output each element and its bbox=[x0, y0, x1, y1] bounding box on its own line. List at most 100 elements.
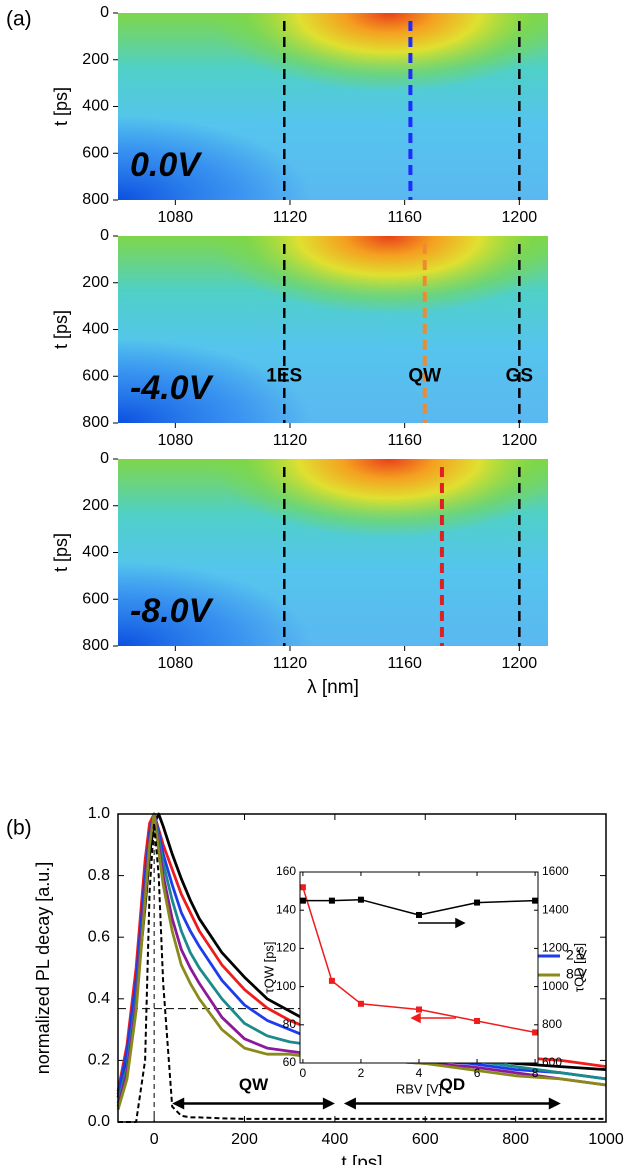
y-tick-label: 0.6 bbox=[88, 928, 110, 945]
series-marker bbox=[328, 977, 335, 984]
y2-tick-label: 1600 bbox=[542, 864, 569, 878]
x-tick-label: 1080 bbox=[158, 655, 194, 672]
span-label: QW bbox=[239, 1075, 269, 1094]
y2-tick-label: 1000 bbox=[542, 979, 569, 993]
series-marker bbox=[299, 884, 306, 891]
y-tick-label: 400 bbox=[82, 321, 109, 338]
y-tick-label: 100 bbox=[276, 979, 296, 993]
heatmap-image bbox=[118, 13, 548, 200]
x-tick-label: 1160 bbox=[387, 432, 422, 449]
x-axis-label: RBV [V] bbox=[396, 1081, 442, 1096]
y-tick-label: 200 bbox=[82, 497, 109, 514]
voltage-label: 0.0V bbox=[130, 146, 203, 184]
y-axis-label: t [ps] bbox=[51, 533, 71, 572]
x-tick-label: 400 bbox=[322, 1131, 349, 1148]
x-tick-label: 8 bbox=[532, 1066, 539, 1080]
heatmap-image bbox=[118, 236, 548, 423]
panel-label: (a) bbox=[6, 8, 32, 31]
y-tick-label: 800 bbox=[82, 637, 109, 654]
x-tick-label: 1120 bbox=[273, 432, 308, 449]
x-tick-label: 2 bbox=[358, 1066, 365, 1080]
x-tick-label: 1200 bbox=[502, 655, 538, 672]
y-tick-label: 600 bbox=[82, 367, 109, 384]
x-tick-label: 1160 bbox=[387, 209, 422, 226]
x-tick-label: 200 bbox=[231, 1131, 258, 1148]
y-tick-label: 0.0 bbox=[88, 1113, 110, 1130]
heatmap-image bbox=[118, 459, 548, 646]
x-tick-label: 1120 bbox=[273, 655, 308, 672]
y-tick-label: 1.0 bbox=[88, 805, 110, 822]
y-tick-label: 60 bbox=[283, 1055, 297, 1069]
series-marker bbox=[357, 896, 364, 903]
y-axis-label: normalized PL decay [a.u.] bbox=[33, 862, 53, 1074]
series-marker bbox=[416, 911, 422, 918]
series-marker bbox=[474, 1017, 481, 1024]
x-tick-label: 1080 bbox=[158, 209, 194, 226]
inset-background bbox=[300, 872, 538, 1063]
y-tick-label: 800 bbox=[82, 414, 109, 431]
y-tick-label: 200 bbox=[82, 274, 109, 291]
y2-tick-label: 600 bbox=[542, 1055, 562, 1069]
series-marker bbox=[299, 897, 306, 904]
x-tick-label: 800 bbox=[502, 1131, 529, 1148]
plot-frame bbox=[117, 813, 607, 1123]
x-axis-label: λ [nm] bbox=[307, 677, 359, 698]
panel-label: (b) bbox=[6, 817, 32, 840]
series-marker bbox=[532, 897, 539, 904]
x-tick-label: 600 bbox=[412, 1131, 439, 1148]
y-tick-label: 140 bbox=[276, 902, 296, 916]
legend-label: 2 V bbox=[566, 947, 588, 963]
x-tick-label: 1000 bbox=[588, 1131, 624, 1148]
y-tick-label: 800 bbox=[82, 191, 109, 208]
x-tick-label: 1120 bbox=[273, 209, 308, 226]
y-axis-label: t [ps] bbox=[51, 87, 71, 126]
y-tick-label: 0 bbox=[100, 4, 109, 21]
y2-axis-label: τQD [ps] bbox=[571, 943, 586, 992]
heatmap-panel: -8.0V 0 200 400 600 800 1080 1120 1160 1200 t [ps]… bbox=[51, 450, 548, 698]
x-tick-label: 4 bbox=[416, 1066, 423, 1080]
x-tick-label: 1080 bbox=[158, 432, 194, 449]
x-tick-label: 0 bbox=[150, 1131, 159, 1148]
heatmap-panel: (a) 0.0V 0 200 400 600 800 1080 1120 1160 1200 t [p… bbox=[6, 4, 548, 226]
y-tick-label: 600 bbox=[82, 590, 109, 607]
y-tick-label: 160 bbox=[276, 864, 296, 878]
legend-label: 8 V bbox=[566, 966, 588, 982]
marker-label: GS bbox=[506, 365, 533, 386]
y-tick-label: 0.4 bbox=[88, 990, 110, 1007]
inset-arrow bbox=[410, 1012, 456, 1024]
inset-arrow bbox=[418, 917, 466, 929]
series-marker bbox=[357, 1000, 364, 1007]
span-label: QD bbox=[440, 1075, 466, 1094]
x-tick-label: 0 bbox=[300, 1066, 307, 1080]
y-axis-label: t [ps] bbox=[51, 310, 71, 349]
y2-tick-label: 1400 bbox=[542, 902, 569, 916]
marker-label: 1ES bbox=[266, 365, 302, 386]
x-tick-label: 1200 bbox=[502, 432, 538, 449]
series-line bbox=[302, 887, 536, 1034]
series-marker bbox=[474, 899, 481, 906]
x-axis-label: t [ps] bbox=[341, 1153, 382, 1165]
inset-chart: 0 2 4 6 8 60 80 100 120 140 160 600 800 1000 1200 1400 1… bbox=[261, 864, 586, 1096]
series-marker bbox=[416, 1006, 422, 1013]
y-tick-label: 200 bbox=[82, 51, 109, 68]
y2-tick-label: 800 bbox=[542, 1017, 562, 1031]
marker-label: QW bbox=[408, 365, 441, 386]
y-tick-label: 0.2 bbox=[88, 1052, 110, 1069]
series-marker bbox=[328, 897, 335, 904]
y-tick-label: 400 bbox=[82, 98, 109, 115]
voltage-label: -8.0V bbox=[130, 592, 215, 630]
series-marker bbox=[532, 1029, 539, 1036]
x-tick-label: 6 bbox=[474, 1066, 481, 1080]
y-tick-label: 0 bbox=[100, 450, 109, 467]
y-tick-label: 120 bbox=[276, 941, 296, 955]
y2-tick-label: 1200 bbox=[542, 941, 569, 955]
y-tick-label: 80 bbox=[283, 1017, 297, 1031]
y-tick-label: 0 bbox=[100, 227, 109, 244]
voltage-label: -4.0V bbox=[130, 369, 215, 407]
y-tick-label: 400 bbox=[82, 544, 109, 561]
y-axis-label: τQW [ps] bbox=[261, 941, 276, 993]
plot-frame bbox=[299, 871, 539, 1064]
series-line bbox=[118, 822, 606, 1123]
series-line bbox=[302, 898, 536, 916]
